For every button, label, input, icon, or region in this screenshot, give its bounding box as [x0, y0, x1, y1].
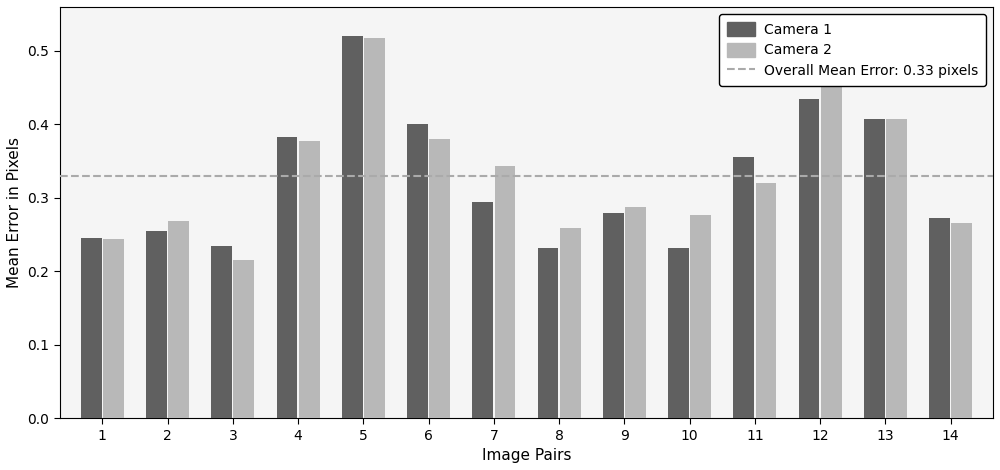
- Bar: [103, 239, 124, 418]
- Bar: [277, 137, 297, 418]
- Bar: [472, 202, 493, 418]
- Bar: [146, 231, 167, 418]
- Bar: [886, 118, 907, 418]
- Bar: [821, 53, 842, 418]
- Bar: [560, 228, 581, 418]
- Bar: [342, 36, 363, 418]
- Legend: Camera 1, Camera 2, Overall Mean Error: 0.33 pixels: Camera 1, Camera 2, Overall Mean Error: …: [719, 14, 986, 86]
- Bar: [756, 183, 776, 418]
- Bar: [690, 215, 711, 418]
- Bar: [168, 221, 189, 418]
- Bar: [625, 207, 646, 418]
- Bar: [429, 139, 450, 418]
- Bar: [603, 212, 624, 418]
- Bar: [951, 223, 972, 418]
- Y-axis label: Mean Error in Pixels: Mean Error in Pixels: [7, 137, 22, 288]
- Bar: [495, 165, 515, 418]
- Bar: [799, 99, 819, 418]
- Bar: [668, 249, 689, 418]
- X-axis label: Image Pairs: Image Pairs: [482, 448, 571, 463]
- Bar: [364, 38, 385, 418]
- Bar: [407, 125, 428, 418]
- Bar: [233, 260, 254, 418]
- Bar: [211, 246, 232, 418]
- Bar: [733, 157, 754, 418]
- Bar: [81, 238, 102, 418]
- Bar: [299, 141, 320, 418]
- Bar: [538, 249, 558, 418]
- Bar: [864, 118, 885, 418]
- Bar: [929, 218, 950, 418]
